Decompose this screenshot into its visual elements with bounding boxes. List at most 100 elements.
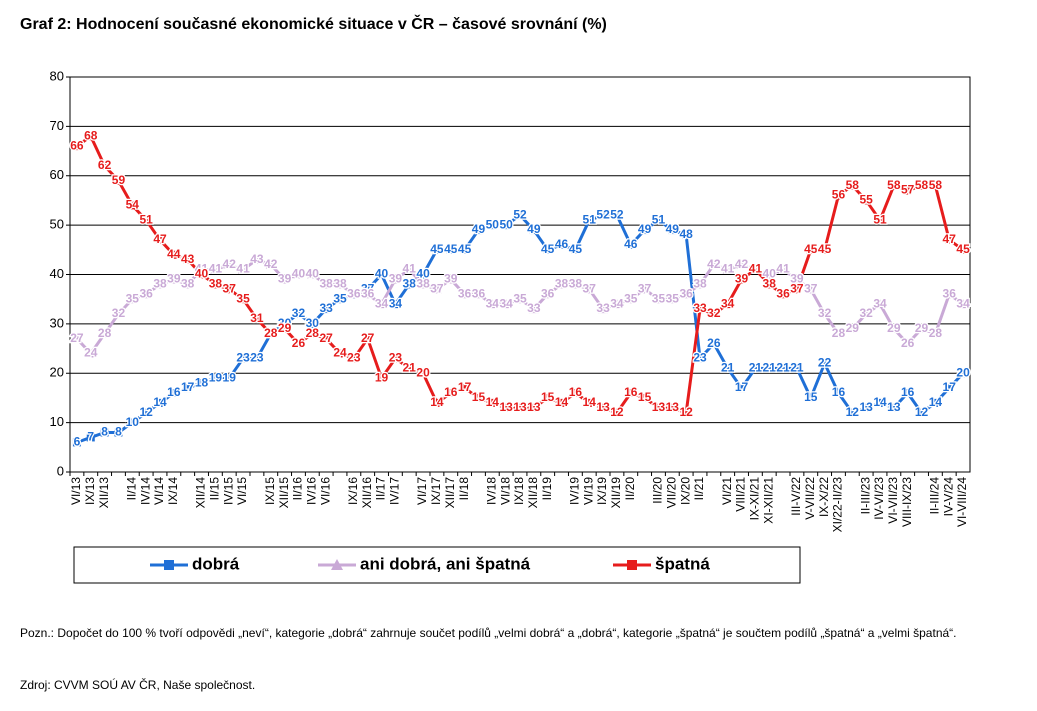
data-label: 36 — [458, 286, 472, 300]
data-label: 29 — [278, 321, 292, 335]
point — [127, 294, 138, 304]
chart-title: Graf 2: Hodnocení současné ekonomické si… — [20, 14, 607, 33]
x-tick-label: XII/16 — [360, 477, 374, 509]
x-tick-label: XII/14 — [194, 477, 208, 509]
data-label: 39 — [444, 272, 458, 286]
point — [737, 384, 746, 393]
data-label: 28 — [264, 326, 278, 340]
y-tick-label: 0 — [57, 463, 64, 478]
point — [225, 285, 234, 294]
data-label: 58 — [929, 178, 943, 192]
x-tick-label: II/21 — [692, 477, 706, 501]
point — [723, 300, 732, 309]
point — [405, 364, 414, 373]
point — [639, 284, 650, 294]
point — [445, 274, 456, 284]
data-label: 21 — [749, 360, 763, 374]
point — [626, 240, 635, 249]
x-tick-label: VI/15 — [235, 477, 249, 505]
data-label: 45 — [804, 242, 818, 256]
data-label: 10 — [126, 415, 140, 429]
point — [85, 348, 96, 358]
data-label: 13 — [527, 400, 541, 414]
point — [889, 403, 898, 412]
point — [599, 403, 608, 412]
data-label: 52 — [596, 207, 610, 221]
data-label: 43 — [250, 252, 264, 266]
point — [280, 324, 289, 333]
data-label: 45 — [956, 242, 970, 256]
point — [128, 201, 137, 210]
data-label: 49 — [527, 222, 541, 236]
x-tick-label: IX/18 — [512, 477, 526, 505]
point — [696, 305, 704, 314]
data-label: 28 — [929, 326, 943, 340]
data-label: 38 — [333, 277, 347, 291]
data-label: 32 — [707, 306, 721, 320]
data-label: 33 — [693, 301, 707, 315]
data-label: 50 — [499, 217, 513, 231]
point — [391, 354, 400, 363]
data-label: 43 — [181, 252, 195, 266]
data-label: 38 — [569, 277, 583, 291]
data-label: 38 — [153, 277, 167, 291]
point — [100, 428, 109, 437]
data-label: 41 — [776, 262, 790, 276]
point — [502, 221, 511, 230]
point — [959, 245, 968, 254]
data-label: 45 — [569, 242, 583, 256]
point — [239, 295, 248, 304]
point — [765, 280, 774, 289]
data-label: 28 — [306, 326, 320, 340]
data-label: 15 — [804, 390, 818, 404]
point — [917, 408, 926, 417]
data-label: 41 — [749, 262, 763, 276]
data-label: 58 — [846, 178, 860, 192]
point — [474, 226, 483, 235]
point — [501, 299, 512, 309]
data-label: 16 — [832, 385, 846, 399]
data-label: 32 — [859, 306, 873, 320]
data-label: 38 — [555, 277, 569, 291]
point — [322, 334, 331, 343]
data-label: 27 — [70, 331, 84, 345]
x-tick-label: VII/20 — [664, 477, 678, 509]
point — [584, 284, 595, 294]
point — [224, 259, 235, 269]
data-label: 34 — [389, 296, 403, 310]
point — [432, 398, 441, 407]
data-label: 40 — [375, 267, 389, 281]
x-tick-label: XII/19 — [609, 477, 623, 509]
data-label: 39 — [790, 272, 804, 286]
data-label: 23 — [347, 351, 361, 365]
data-label: 14 — [430, 395, 444, 409]
point — [529, 226, 538, 235]
data-label: 34 — [873, 296, 887, 310]
data-label: 37 — [361, 281, 375, 295]
data-label: 12 — [610, 405, 624, 419]
data-label: 12 — [679, 405, 693, 419]
point — [155, 279, 165, 289]
x-tick-label: II/17 — [374, 477, 388, 501]
data-label: 22 — [818, 356, 832, 370]
point — [446, 389, 455, 397]
point — [100, 161, 109, 170]
data-label: 16 — [167, 385, 181, 399]
data-label: 40 — [306, 267, 320, 281]
data-label: 24 — [84, 346, 98, 360]
data-label: 26 — [901, 336, 915, 350]
data-label: 52 — [513, 207, 527, 221]
point — [875, 299, 885, 309]
point — [169, 389, 178, 397]
data-label: 66 — [70, 138, 84, 152]
point — [293, 269, 304, 279]
data-label: 32 — [292, 306, 306, 320]
data-label: 41 — [749, 262, 763, 276]
data-label: 23 — [250, 351, 264, 365]
point — [571, 245, 580, 254]
x-tick-label: IX/17 — [429, 477, 443, 505]
x-tick-label: IX/16 — [346, 477, 360, 505]
point — [280, 319, 289, 328]
data-label: 54 — [126, 198, 140, 212]
